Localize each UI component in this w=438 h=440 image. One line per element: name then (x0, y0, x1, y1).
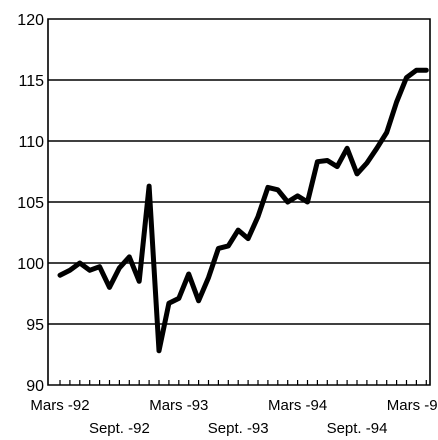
y-tick-label-110: 110 (18, 134, 44, 151)
x-axis-minor-ticks (59, 380, 427, 385)
x-tick-label-lower: Sept. -92 (89, 420, 150, 437)
x-tick-label-lower: Sept. -94 (327, 420, 388, 437)
x-tick-label-upper: Mars -92 (30, 397, 89, 414)
y-axis-tick-labels: 90 95 100 105 110 115 120 (17, 12, 44, 395)
x-tick-label-upper: Mars -95 (387, 397, 438, 414)
x-axis-tick-labels: Mars -92 Mars -93 Mars -94 Mars -95 Sept. -9… (30, 397, 438, 437)
x-tick-label-upper: Mars -93 (149, 397, 208, 414)
y-tick-label-95: 95 (26, 317, 44, 334)
y-tick-label-105: 105 (17, 195, 44, 212)
y-tick-label-115: 115 (18, 73, 44, 90)
x-tick-label-lower: Sept. -93 (208, 420, 269, 437)
x-tick-label-upper: Mars -94 (268, 397, 327, 414)
y-tick-label-90: 90 (26, 378, 44, 395)
series-line (57, 67, 429, 354)
y-tick-label-120: 120 (17, 12, 44, 29)
plot-frame (47, 18, 431, 386)
gridlines (48, 79, 430, 325)
y-tick-label-100: 100 (17, 256, 44, 273)
